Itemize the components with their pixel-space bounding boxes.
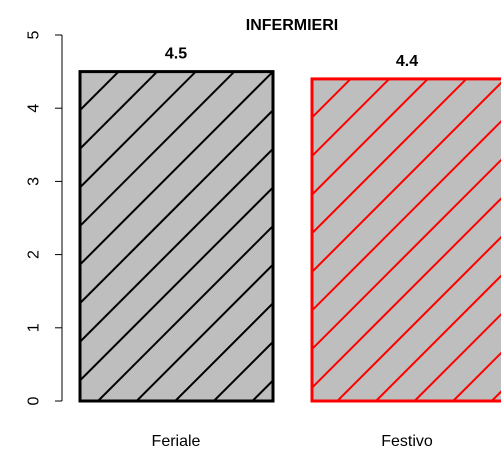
y-tick-label: 0	[26, 396, 43, 405]
y-tick-label: 2	[26, 250, 43, 259]
x-category-label: Feriale	[152, 433, 201, 450]
bar-festivo	[310, 77, 501, 403]
y-tick-label: 4	[26, 104, 43, 113]
y-tick-label: 5	[26, 30, 43, 39]
bars-group	[78, 70, 501, 403]
labels-group: 4.5 Feriale 4.4 Festivo	[152, 46, 433, 450]
y-tick-label: 1	[26, 323, 43, 332]
bar-border	[78, 70, 275, 403]
bar-fill	[80, 71, 273, 401]
bar-border	[310, 77, 501, 403]
bar-hatch	[80, 71, 273, 401]
y-axis: 0 1 2 3 4 5	[26, 30, 63, 405]
bar-feriale	[78, 70, 275, 403]
y-tick-label: 3	[26, 177, 43, 186]
data-label: 4.4	[396, 53, 418, 70]
chart-title: INFERMIERI	[246, 17, 338, 34]
data-label: 4.5	[165, 46, 187, 63]
bar-hatch	[312, 78, 501, 401]
x-category-label: Festivo	[381, 433, 433, 450]
